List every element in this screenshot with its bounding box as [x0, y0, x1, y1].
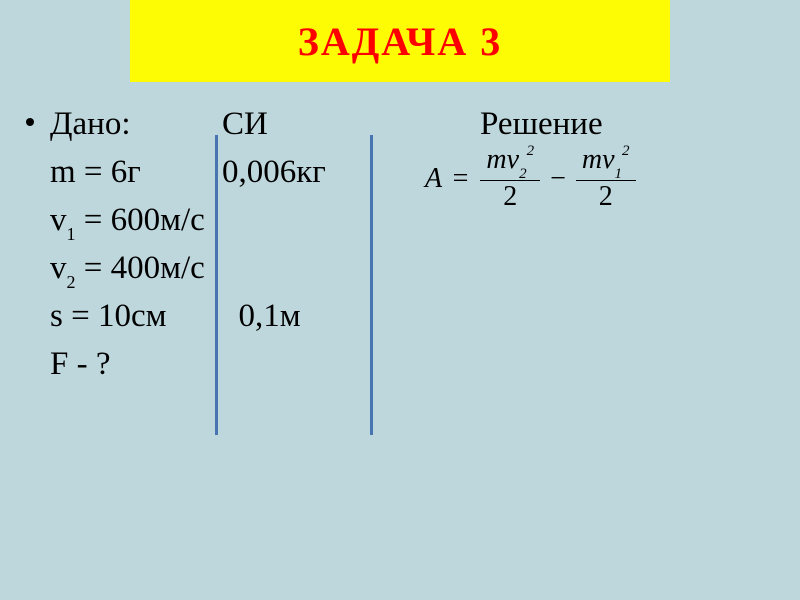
formula: A = mv22 2 − mv12 2: [425, 145, 640, 213]
f2-sub: 1: [615, 166, 623, 182]
f2-m: m: [582, 144, 602, 175]
si-s-val: 0,1м: [239, 298, 301, 334]
formula-equals: =: [453, 163, 469, 194]
bullet-icon: [26, 118, 34, 126]
si-blank1: [222, 196, 326, 244]
given-mass: m = 6г: [50, 148, 205, 196]
frac1-num: mv22: [480, 145, 540, 179]
given-column: Дано: m = 6г v1 = 600м/с v2 = 400м/с s =…: [50, 100, 205, 388]
given-s: s = 10см: [50, 292, 205, 340]
f1-sub: 2: [519, 166, 527, 182]
si-column: СИ 0,006кг 0,1м: [222, 100, 326, 340]
si-blank2: [222, 244, 326, 292]
title-text: ЗАДАЧА 3: [298, 18, 503, 65]
frac2-num: mv1 2: [576, 145, 636, 179]
f2-sup: 2: [622, 143, 630, 159]
formula-frac1: mv22 2: [480, 145, 540, 213]
title-banner: ЗАДАЧА 3: [130, 0, 670, 82]
solution-header: Решение: [480, 100, 603, 148]
si-s: 0,1м: [222, 292, 326, 340]
si-header: СИ: [222, 100, 326, 148]
v2-sub: 2: [67, 272, 76, 292]
f1-sup: 2: [527, 143, 535, 159]
formula-lhs: A =: [425, 163, 468, 195]
formula-frac2: mv12 2: [576, 145, 636, 213]
f1-m: m: [486, 144, 506, 175]
formula-var-A: A: [425, 163, 442, 194]
given-v1: v1 = 600м/с: [50, 196, 205, 244]
formula-minus: −: [550, 163, 566, 195]
divider-2: [370, 135, 373, 435]
divider-1: [215, 135, 218, 435]
v1-sub: 1: [67, 224, 76, 244]
si-mass: 0,006кг: [222, 148, 326, 196]
f2-v: v: [602, 144, 614, 175]
v1-val: = 600м/с: [76, 202, 205, 238]
given-v2: v2 = 400м/с: [50, 244, 205, 292]
given-find: F - ?: [50, 340, 205, 388]
frac2-den: 2: [593, 182, 619, 213]
v2-var: v: [50, 250, 67, 286]
v2-val: = 400м/с: [76, 250, 205, 286]
frac1-den: 2: [497, 182, 523, 213]
given-header: Дано:: [50, 100, 205, 148]
v1-var: v: [50, 202, 67, 238]
solution-column: Решение: [480, 100, 603, 148]
f1-v: v: [507, 144, 519, 175]
